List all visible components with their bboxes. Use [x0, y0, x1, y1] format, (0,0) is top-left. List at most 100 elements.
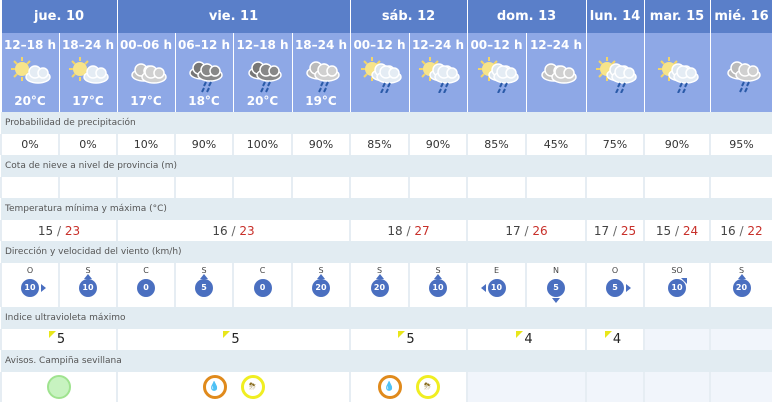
temp-separator: / — [402, 223, 415, 238]
rain-warning-orange-icon[interactable]: 💧 — [202, 375, 227, 399]
wind-speed-badge: 10 — [480, 279, 506, 297]
snow-level-value — [116, 177, 176, 198]
wind-label: Dirección y velocidad del viento (km/h) — [1, 241, 772, 263]
wind-speed-badge: 5 — [547, 279, 565, 303]
period-temperature: 20°C — [246, 94, 279, 108]
snow-row — [0, 177, 772, 198]
no-warning-icon[interactable] — [47, 375, 71, 399]
uv-cell: 5 — [349, 329, 468, 350]
snow-label: Cota de nieve a nivel de provincia (m) — [1, 155, 772, 177]
period-label: 00–12 h — [470, 38, 523, 52]
temp-separator: / — [609, 223, 621, 238]
wind-direction: S — [85, 266, 91, 275]
sun-cloud-rain-icon — [410, 55, 466, 94]
precip-label: Probabilidad de precipitación — [1, 112, 772, 134]
period-temperature: 17°C — [72, 94, 104, 108]
period-cell — [709, 33, 772, 112]
precip-value: 90% — [174, 134, 234, 155]
uv-label-row: Indice ultravioleta máximo — [1, 307, 772, 329]
precip-value: 75% — [585, 134, 645, 155]
temp-min: 17 — [505, 223, 521, 238]
precip-value: 45% — [525, 134, 587, 155]
uv-value: 5 — [231, 332, 240, 347]
rain-warning-orange-icon[interactable]: 💧 — [377, 375, 402, 399]
wind-direction: E — [493, 266, 500, 275]
period-label: 12–18 h — [3, 38, 57, 52]
temp-max: 25 — [620, 223, 637, 238]
temp-max: 23 — [239, 223, 255, 238]
wind-cell: S 20 — [291, 263, 351, 307]
warning-cell: 💧 ⛈ — [116, 372, 351, 402]
uv-row: 5 5 5 4 4 — [0, 329, 772, 350]
uv-flag-icon — [48, 331, 56, 338]
uv-index: 4 — [516, 331, 533, 347]
temp-max: 26 — [532, 223, 548, 238]
wind-arrow-icon — [317, 274, 325, 279]
wind-direction: C — [259, 266, 266, 275]
cloud-rain-icon — [711, 55, 772, 93]
warning-cell — [466, 372, 587, 402]
temp-min-max: 16 / 23 — [116, 220, 351, 241]
precip-value: 90% — [643, 134, 711, 155]
sun-cloud-rain-icon — [645, 55, 709, 94]
period-temperature: 18°C — [188, 94, 220, 108]
wind-label-row: Dirección y velocidad del viento (km/h) — [1, 241, 772, 263]
wind-speed-badge: 10 — [668, 278, 687, 297]
wind-speed-badge: 5 — [195, 274, 213, 297]
wind-speed-badge: 20 — [312, 274, 330, 297]
period-temperature: 19°C — [305, 94, 337, 108]
period-label: 18–24 h — [61, 38, 115, 52]
wind-arrow-icon — [200, 274, 208, 279]
precip-value: 0% — [58, 134, 118, 155]
temp-min-max: 15 / 24 — [643, 220, 711, 241]
snow-level-value — [58, 177, 118, 198]
wind-direction: O — [26, 266, 34, 275]
wind-cell: E 10 — [466, 263, 527, 307]
wind-speed-badge: 20 — [370, 274, 389, 297]
uv-flag-icon — [604, 331, 612, 338]
warning-cell — [709, 372, 772, 402]
uv-value: 5 — [406, 332, 415, 347]
snow-level-value — [349, 177, 410, 198]
period-cell: 18–24 h 19°C — [291, 33, 351, 112]
precip-value: 10% — [116, 134, 176, 155]
snow-label-row: Cota de nieve a nivel de provincia (m) — [1, 155, 772, 177]
period-label — [587, 38, 643, 52]
wind-arrow-icon — [626, 284, 631, 292]
storm-warning-yellow-icon[interactable]: ⛈ — [240, 375, 265, 399]
uv-cell: 5 — [116, 329, 351, 350]
period-cell: 12–18 h 20°C — [0, 33, 60, 112]
period-cell: 00–12 h — [349, 33, 410, 112]
temp-separator: / — [520, 223, 533, 238]
wind-cell: S 10 — [408, 263, 468, 307]
temp-min: 17 — [593, 223, 610, 238]
sun-cloud-rain-icon — [587, 55, 643, 94]
wind-row: O 10 S 10 C 0 S 5 C 0 S 20 S 20 S 10 E 10 N 5 O 5 SO 10 S 20 — [0, 263, 772, 307]
uv-cell — [709, 329, 772, 350]
storm-warning-yellow-icon[interactable]: ⛈ — [415, 375, 440, 399]
uv-index: 4 — [604, 331, 621, 347]
uv-flag-icon — [398, 331, 406, 338]
period-cell — [643, 33, 711, 112]
temp-row: 15 / 23 16 / 23 18 / 27 17 / 26 17 / 25 15 / … — [0, 220, 772, 241]
precip-value: 90% — [291, 134, 351, 155]
uv-cell — [643, 329, 711, 350]
day-header: sáb. 12 — [349, 0, 468, 33]
temp-label-row: Temperatura mínima y máxima (°C) — [1, 198, 772, 220]
period-cell: 06–12 h 18°C — [174, 33, 234, 112]
wind-arrow-icon — [737, 274, 746, 279]
snow-level-value — [174, 177, 234, 198]
cloud-rain-icon — [293, 55, 349, 93]
cloud-icon — [527, 55, 585, 91]
temp-max: 23 — [64, 223, 81, 238]
wind-speed-badge: 10 — [79, 274, 97, 297]
sun-cloud-rain-icon — [468, 55, 525, 94]
uv-label: Indice ultravioleta máximo — [1, 307, 772, 329]
day-header: lun. 14 — [585, 0, 645, 33]
sun-cloud-rain-icon — [351, 55, 408, 94]
warning-cell: 💧 ⛈ — [349, 372, 468, 402]
day-header: jue. 10 — [0, 0, 118, 33]
